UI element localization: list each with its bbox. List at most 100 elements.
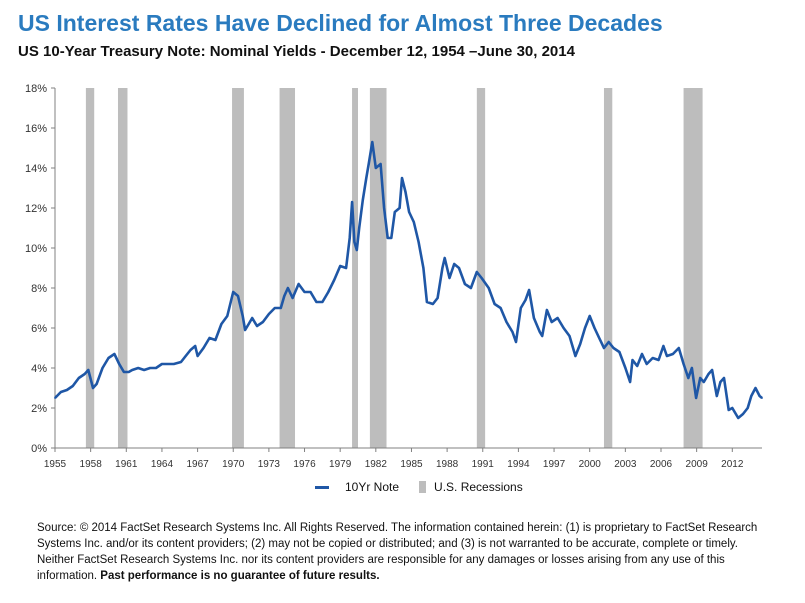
source-text: Source: © 2014 FactSet Research Systems …	[37, 522, 758, 582]
legend-item-recessions: U.S. Recessions	[419, 480, 523, 494]
data-point-0-127	[677, 347, 680, 349]
data-point-0-114	[612, 347, 615, 349]
data-point-0-128	[682, 363, 685, 365]
legend-label-recessions: U.S. Recessions	[434, 480, 523, 494]
data-point-0-77	[426, 301, 428, 303]
data-point-0-56	[351, 201, 353, 203]
data-point-0-53	[339, 265, 342, 267]
data-point-0-126	[671, 353, 674, 355]
x-tick-label-9: 1982	[365, 459, 388, 470]
x-tick-label-4: 1967	[186, 459, 209, 470]
data-point-0-3	[71, 385, 74, 387]
recession-band-4	[352, 88, 358, 448]
data-point-0-113	[607, 341, 610, 343]
data-point-0-19	[155, 367, 157, 369]
data-point-0-64	[374, 167, 377, 169]
data-point-0-35	[244, 329, 247, 331]
y-tick-label-5: 10%	[25, 243, 47, 255]
data-point-0-136	[715, 395, 718, 397]
data-point-0-130	[690, 367, 693, 369]
data-point-0-72	[404, 191, 407, 193]
data-point-0-85	[464, 283, 466, 285]
x-tick-label-11: 1988	[436, 459, 459, 470]
data-point-0-138	[723, 377, 725, 379]
data-point-0-11	[113, 353, 116, 355]
data-point-0-102	[550, 321, 553, 323]
data-point-0-105	[568, 335, 571, 337]
data-point-0-14	[127, 371, 130, 373]
legend-rect-swatch	[419, 481, 427, 493]
data-point-0-97	[528, 289, 531, 291]
data-point-0-112	[603, 347, 605, 349]
data-point-0-145	[754, 387, 757, 389]
data-point-0-4	[77, 377, 80, 379]
data-point-0-87	[475, 271, 478, 273]
data-point-0-60	[361, 199, 364, 201]
data-point-0-10	[107, 357, 110, 359]
data-point-0-16	[137, 367, 140, 369]
data-point-0-146	[758, 395, 761, 397]
recession-band-6	[476, 88, 486, 448]
data-point-0-67	[386, 237, 389, 239]
data-point-0-121	[645, 363, 648, 365]
data-point-0-92	[505, 321, 508, 323]
x-tick-label-2: 1961	[115, 459, 138, 470]
x-tick-label-16: 2003	[614, 459, 637, 470]
data-point-0-26	[196, 355, 199, 357]
data-point-0-117	[629, 381, 632, 383]
data-point-0-63	[371, 141, 374, 143]
data-point-0-69	[393, 211, 396, 213]
data-point-0-91	[499, 307, 502, 309]
data-point-0-23	[184, 355, 187, 357]
data-point-0-21	[172, 363, 175, 365]
data-point-0-66	[383, 207, 386, 209]
data-point-0-5	[83, 373, 86, 375]
data-point-0-41	[273, 307, 276, 309]
x-tick-label-8: 1979	[329, 459, 352, 470]
x-tick-label-13: 1994	[507, 459, 530, 470]
x-tick-label-12: 1991	[472, 459, 495, 470]
data-point-0-143	[746, 407, 749, 409]
data-point-0-139	[727, 409, 730, 411]
data-point-0-116	[624, 367, 627, 369]
data-point-0-15	[131, 369, 134, 371]
data-point-0-73	[408, 211, 410, 213]
data-point-0-61	[365, 177, 368, 179]
data-point-0-98	[532, 317, 535, 319]
data-point-0-17	[143, 369, 146, 371]
data-point-0-115	[618, 351, 621, 353]
data-point-0-120	[641, 353, 643, 355]
data-point-0-40	[267, 313, 270, 315]
data-point-0-68	[390, 237, 393, 239]
data-point-0-47	[303, 291, 306, 293]
y-tick-label-9: 18%	[25, 83, 47, 95]
data-point-0-30	[220, 323, 223, 325]
x-tick-label-10: 1985	[400, 459, 423, 470]
data-point-0-104	[562, 327, 565, 329]
data-point-0-49	[315, 301, 318, 303]
x-tick-label-7: 1976	[293, 459, 316, 470]
data-point-0-44	[286, 287, 289, 289]
data-point-0-78	[431, 303, 434, 305]
data-point-0-28	[208, 337, 211, 339]
recession-band-2	[232, 88, 244, 448]
data-point-0-38	[256, 325, 258, 327]
data-point-0-129	[687, 377, 690, 379]
legend-line-swatch	[315, 485, 329, 489]
data-point-0-39	[262, 321, 264, 323]
data-point-0-9	[101, 367, 104, 369]
data-point-0-51	[327, 291, 330, 293]
data-point-0-108	[584, 327, 586, 329]
data-point-0-32	[232, 291, 235, 293]
data-point-0-95	[519, 307, 522, 309]
data-point-0-2	[65, 389, 68, 391]
data-point-0-71	[401, 177, 403, 179]
data-point-0-133	[702, 381, 705, 383]
data-point-0-86	[469, 287, 472, 289]
data-point-0-46	[297, 283, 300, 285]
x-tick-label-0: 1955	[44, 459, 67, 470]
data-point-0-33	[237, 295, 239, 297]
recession-band-8	[683, 88, 703, 448]
y-tick-label-1: 2%	[31, 403, 47, 415]
y-tick-label-2: 4%	[31, 363, 47, 375]
